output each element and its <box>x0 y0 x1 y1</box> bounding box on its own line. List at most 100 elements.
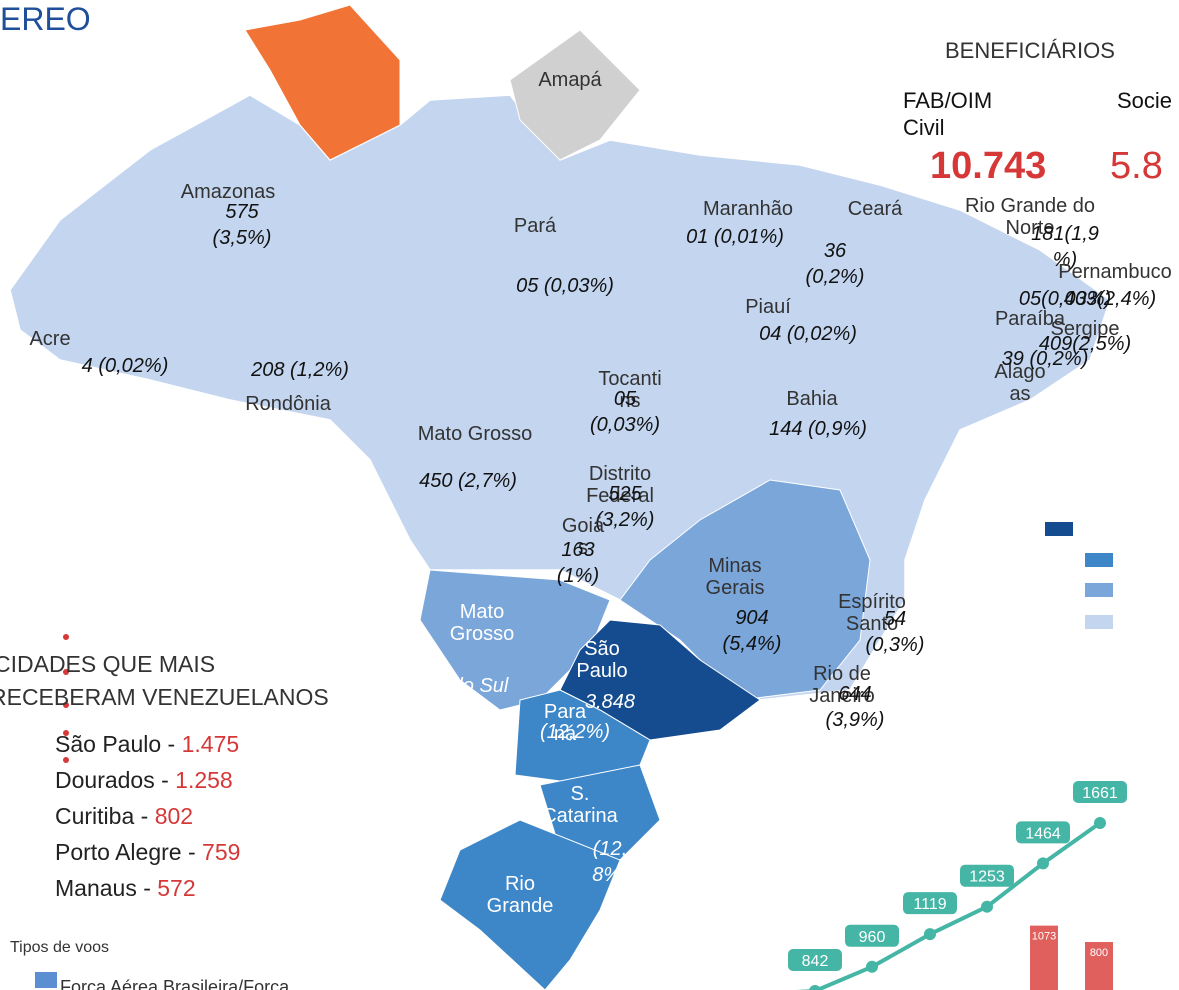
cities-title: RECEBERAM VENEZUELANOS <box>0 684 329 710</box>
state-figure: (0,03%) <box>590 414 660 436</box>
state-name: Paraíba <box>995 308 1066 330</box>
state-name: Piauí <box>745 296 791 318</box>
state-name: Distrito <box>589 463 651 485</box>
state-name: Rio <box>505 873 535 895</box>
state-figure: 02 <box>469 701 491 723</box>
state-name: Amapá <box>538 69 602 91</box>
state-figure: 403(2,4%) <box>1064 288 1156 310</box>
state-name: Federal <box>586 485 654 507</box>
state-figure: (1%) <box>557 565 599 587</box>
city-name: Curitiba - <box>55 803 155 829</box>
state-figure: 4 (0,02%) <box>82 355 169 377</box>
state-name: São <box>584 638 620 660</box>
growth-label: 1253 <box>969 869 1005 886</box>
state-name: Pernambuco <box>1058 261 1171 283</box>
state-name: Paulo <box>576 660 627 682</box>
state-figure: 181(1,9 <box>1031 223 1099 245</box>
state-name: Catarina <box>542 805 618 827</box>
state-name: Bahia <box>786 388 838 410</box>
bar-label: 1073 <box>1032 931 1056 943</box>
state-name: as <box>1009 383 1030 405</box>
state-name: Norte <box>1006 217 1055 239</box>
state-name: Tocanti <box>598 368 661 390</box>
state-figure: 208 (1,2%) <box>250 359 349 381</box>
state-figure: 904 <box>735 607 768 629</box>
state-figure: 450 (2,7%) <box>419 470 517 492</box>
growth-point <box>1037 857 1049 870</box>
state-name: S. <box>571 783 590 805</box>
state-figure: 3.848 <box>585 691 635 713</box>
state-figure: (12, <box>593 838 627 860</box>
growth-label-box <box>960 864 1014 887</box>
roraima <box>244 4 401 161</box>
dot <box>63 730 69 736</box>
state-name: Goiá <box>562 515 605 537</box>
beneficiaries-label: BENEFICIÁRIOS <box>945 38 1115 63</box>
rio-grande-do-sul <box>439 819 621 990</box>
title-fragment: EREO <box>0 1 91 37</box>
growth-point <box>981 900 993 913</box>
dot <box>63 702 69 708</box>
city-name: Porto Alegre - <box>55 839 202 865</box>
legend-swatch <box>1045 522 1073 536</box>
amapa <box>509 29 641 161</box>
state-figure: 01 (0,01%) <box>686 226 784 248</box>
state-name: Mato Grosso <box>418 423 532 445</box>
growth-label: 960 <box>859 929 886 946</box>
city-row: São Paulo - 1.475 <box>55 731 239 757</box>
state-figure: 05 (0,03%) <box>516 275 614 297</box>
state-name: Minas <box>708 555 761 577</box>
state-figure: 575 <box>225 201 259 223</box>
parana <box>514 689 651 786</box>
state-name: ns <box>619 390 640 412</box>
dot <box>63 634 69 640</box>
growth-label-box <box>1073 781 1127 803</box>
state-name: Alago <box>994 361 1045 383</box>
state-name: Sergipe <box>1051 318 1120 340</box>
state-name: Pará <box>514 215 557 237</box>
city-row: Curitiba - 802 <box>55 803 193 829</box>
state-name: Rondônia <box>245 393 332 415</box>
growth-label-box <box>788 949 842 971</box>
legend-swatch <box>1085 553 1113 567</box>
city-name: Manaus - <box>55 875 157 901</box>
city-row: Porto Alegre - 759 <box>55 839 240 865</box>
state-figure: (5,4%) <box>723 633 782 655</box>
state-figure: %) <box>1053 249 1077 271</box>
city-name: São Paulo - <box>55 731 182 757</box>
state-name: Grosso <box>450 623 514 645</box>
state-figure: (0,3%) <box>866 634 925 656</box>
city-value: 759 <box>202 839 240 865</box>
state-name: s <box>578 537 588 559</box>
state-figure: do Sul <box>452 675 509 697</box>
state-figure: 04 (0,02%) <box>759 323 857 345</box>
state-figure: 36 <box>824 240 847 262</box>
city-value: 1.475 <box>182 731 240 757</box>
state-figure: (12,2%) <box>540 721 610 743</box>
state-figure: (3,9%) <box>826 709 885 731</box>
state-name: Maranhão <box>703 198 793 220</box>
state-name: Rio Grande do <box>965 195 1095 217</box>
state-name: Rio de <box>813 663 871 685</box>
state-name: Para <box>544 701 587 723</box>
state-figure: 525 <box>608 483 642 505</box>
beneficiary-value: 10.743 <box>930 145 1046 187</box>
flight-legend-title: Tipos de voos <box>10 939 109 956</box>
dot <box>63 669 69 675</box>
bar <box>1085 942 1113 990</box>
state-figure: (3,2%) <box>596 509 655 531</box>
bar-label: 800 <box>1090 947 1108 959</box>
growth-label: 1119 <box>913 896 946 913</box>
state-name: ná <box>554 723 577 745</box>
growth-point <box>866 960 878 973</box>
growth-label-box <box>1016 821 1070 844</box>
beneficiary-value: 5.8 <box>1110 145 1163 187</box>
dot <box>63 757 69 763</box>
growth-point <box>809 985 821 990</box>
state-name: Mato <box>460 601 504 623</box>
city-name: Dourados - <box>55 767 175 793</box>
state-figure: (3,5%) <box>213 227 272 249</box>
city-row: Dourados - 1.258 <box>55 767 233 793</box>
state-figure: 54 <box>884 608 906 630</box>
